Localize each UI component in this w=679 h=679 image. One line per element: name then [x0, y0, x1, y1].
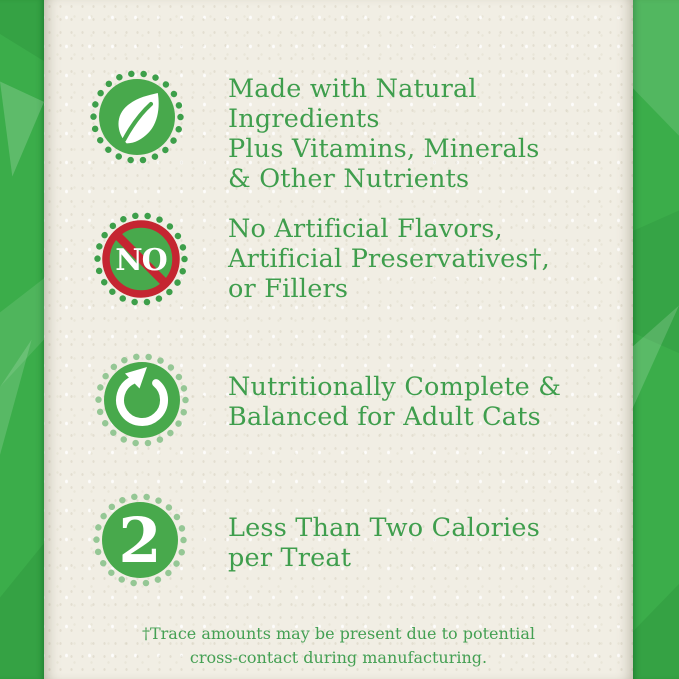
right-border-stripe: [633, 0, 679, 679]
stripe-facet: [633, 210, 679, 354]
leaf-icon-graphic: [90, 70, 184, 164]
number-two-icon: 2: [92, 492, 188, 588]
footnote-text: †Trace amounts may be present due to pot…: [141, 624, 536, 667]
left-border-stripe: [0, 0, 44, 679]
refresh-arrow-icon: [94, 352, 190, 448]
no-prohibition-icon-graphic: NO: [94, 212, 188, 306]
number-two-icon-graphic: 2: [93, 493, 187, 587]
feature-text-natural-ingredients: Made with Natural Ingredients Plus Vitam…: [228, 74, 540, 194]
no-prohibition-icon: NO: [93, 211, 189, 307]
feature-text-calories: Less Than Two Calories per Treat: [228, 513, 540, 573]
two-icon-label: 2: [118, 504, 161, 577]
leaf-icon: [89, 69, 185, 165]
no-icon-label: NO: [115, 243, 167, 278]
feature-text-no-artificial: No Artificial Flavors, Artificial Preser…: [228, 214, 550, 304]
refresh-arrow-icon-graphic: [95, 353, 189, 447]
feature-text-complete-balanced: Nutritionally Complete & Balanced for Ad…: [228, 372, 562, 432]
